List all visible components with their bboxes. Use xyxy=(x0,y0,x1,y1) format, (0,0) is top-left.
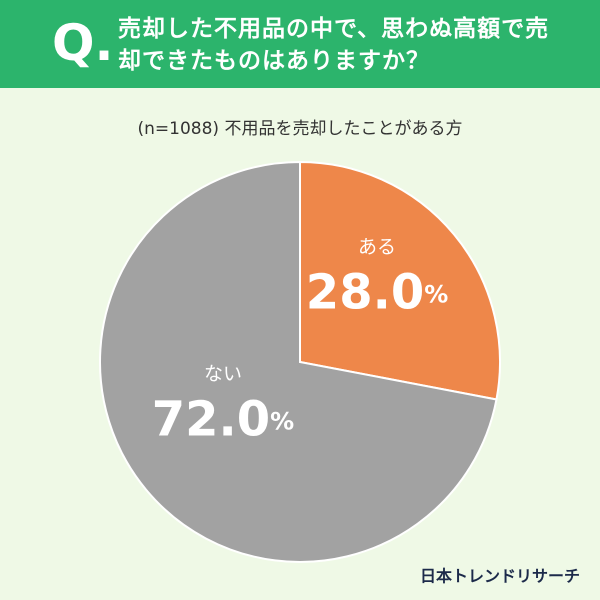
pie-slice xyxy=(99,160,498,563)
slice-label: ある xyxy=(358,236,396,258)
value-label: 72.0% xyxy=(152,392,294,448)
slice-label: ない xyxy=(204,363,242,385)
header: Q. 売却した不用品の中で、思わぬ高額で売却できたものはありますか？ xyxy=(0,0,600,88)
question-label: Q. xyxy=(52,14,114,72)
chart-title: 売却した不用品の中で、思わぬ高額で売却できたものはありますか？ xyxy=(118,16,550,74)
value-label: 28.0% xyxy=(306,264,448,320)
source: 日本トレンドリサーチ xyxy=(420,567,580,586)
chart-subtitle: (n=1088) 不用品を売却したことがある方 xyxy=(138,119,463,139)
pie-slice xyxy=(299,160,501,401)
